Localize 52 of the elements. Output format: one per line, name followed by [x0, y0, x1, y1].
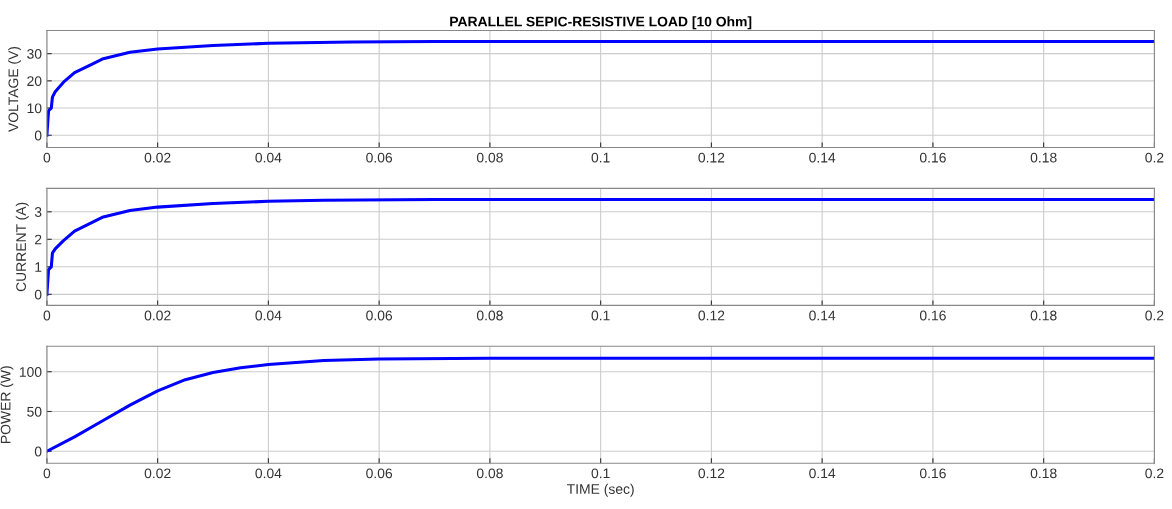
x-tick-label: 0.06	[366, 152, 393, 163]
y-tick-label: 100	[19, 367, 42, 377]
x-tick-label: 0.02	[144, 152, 171, 163]
y-tick-label: 0	[34, 446, 42, 457]
x-tick-label: 0.08	[476, 152, 503, 163]
x-tick-label: 0.18	[1030, 152, 1057, 163]
x-tick-label: 0.14	[809, 468, 836, 479]
x-tick-label: 0.12	[698, 468, 725, 479]
x-tick-label: 0.08	[476, 468, 503, 479]
x-tick-label: 0.18	[1030, 310, 1057, 321]
x-tick-label: 0.06	[366, 310, 393, 321]
x-tick-label: 0	[43, 468, 51, 479]
x-tick-label: 0.1	[591, 152, 610, 163]
x-tick-label: 0	[43, 310, 51, 321]
y-tick-label: 50	[27, 406, 42, 417]
y-axis-title: CURRENT (A)	[15, 202, 29, 292]
x-tick-label: 0.18	[1030, 468, 1057, 479]
line-series	[46, 356, 1155, 453]
y-axis-title: POWER (W)	[0, 366, 14, 443]
y-tick-label: 1	[35, 262, 42, 272]
x-tick-label: 0.1	[591, 468, 610, 479]
y-axis-title: VOLTAGE (V)	[8, 46, 22, 132]
y-tick-label: 3	[34, 207, 42, 217]
x-axis-title: TIME (sec)	[567, 483, 634, 497]
y-tick-label: 20	[27, 76, 42, 87]
x-tick-label: 0.14	[809, 152, 836, 163]
y-tick-label: 0	[34, 130, 42, 141]
x-tick-label: 0.12	[698, 152, 725, 163]
x-tick-label: 0.06	[366, 468, 393, 479]
x-tick-label: 0	[43, 152, 51, 163]
line-series	[46, 197, 1155, 296]
x-tick-label: 0.16	[919, 152, 946, 163]
x-tick-label: 0.16	[919, 310, 946, 321]
y-tick-label: 2	[34, 234, 42, 245]
x-tick-label: 0.1	[591, 310, 610, 321]
x-tick-label: 0.04	[255, 468, 282, 479]
x-tick-label: 0.08	[476, 310, 503, 321]
x-tick-label: 0.12	[698, 310, 725, 321]
x-tick-label: 0.02	[144, 468, 171, 479]
y-tick-label: 0	[34, 289, 42, 300]
x-tick-label: 0.02	[144, 310, 171, 321]
x-tick-label: 0.04	[255, 152, 282, 163]
x-tick-label: 0.14	[809, 310, 836, 321]
x-tick-label: 0.04	[255, 310, 282, 321]
y-tick-label: 10	[27, 103, 42, 114]
x-tick-label: 0.2	[1145, 152, 1164, 163]
y-tick-label: 30	[27, 48, 42, 59]
x-tick-label: 0.2	[1145, 310, 1164, 321]
x-tick-label: 0.2	[1145, 468, 1164, 479]
x-tick-label: 0.16	[919, 468, 946, 479]
chart-title: PARALLEL SEPIC-RESISTIVE LOAD [10 Ohm]	[450, 16, 752, 30]
line-series	[46, 39, 1155, 137]
